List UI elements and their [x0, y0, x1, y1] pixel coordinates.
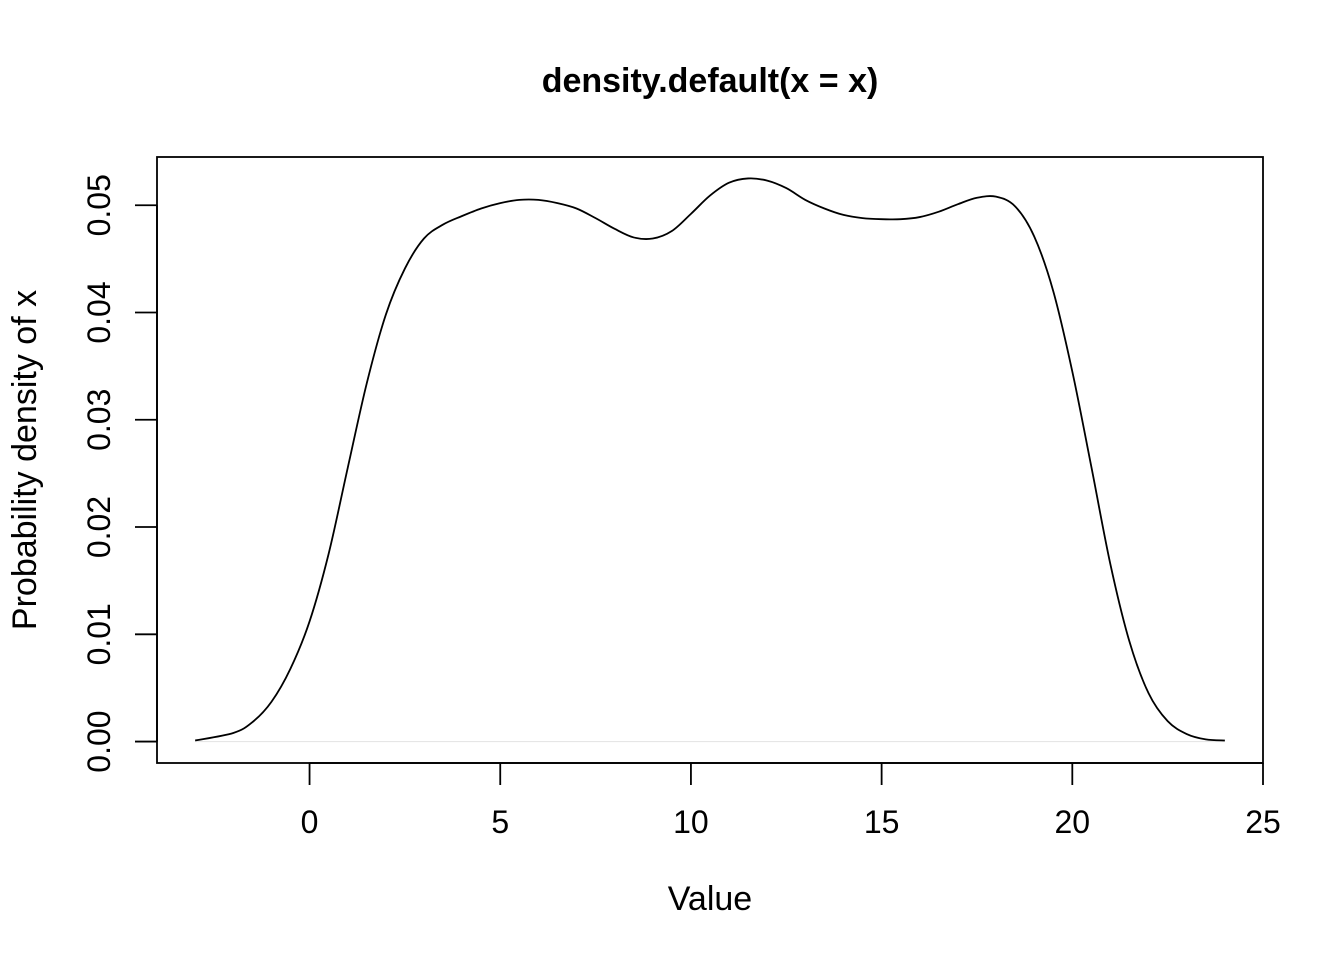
y-tick-label: 0.04 — [81, 281, 117, 343]
y-tick-label: 0.01 — [81, 603, 117, 665]
x-tick-label: 5 — [491, 804, 509, 840]
chart-title: density.default(x = x) — [542, 62, 879, 100]
x-axis: 0 5 10 15 20 25 — [301, 762, 1281, 840]
y-axis-label: Probability density of x — [6, 290, 44, 630]
y-tick-label: 0.03 — [81, 389, 117, 451]
x-tick-label: 0 — [301, 804, 319, 840]
x-tick-label: 25 — [1245, 804, 1281, 840]
y-tick-label: 0.05 — [81, 174, 117, 236]
plot-frame — [156, 156, 1264, 764]
x-tick-label: 10 — [673, 804, 709, 840]
y-tick-label: 0.02 — [81, 496, 117, 558]
x-axis-label: Value — [668, 880, 752, 918]
y-axis: 0.00 0.01 0.02 0.03 0.04 0.05 — [81, 174, 158, 773]
x-tick-label: 20 — [1055, 804, 1091, 840]
density-curve — [194, 177, 1225, 742]
y-tick-label: 0.00 — [81, 710, 117, 772]
x-tick-label: 15 — [864, 804, 900, 840]
